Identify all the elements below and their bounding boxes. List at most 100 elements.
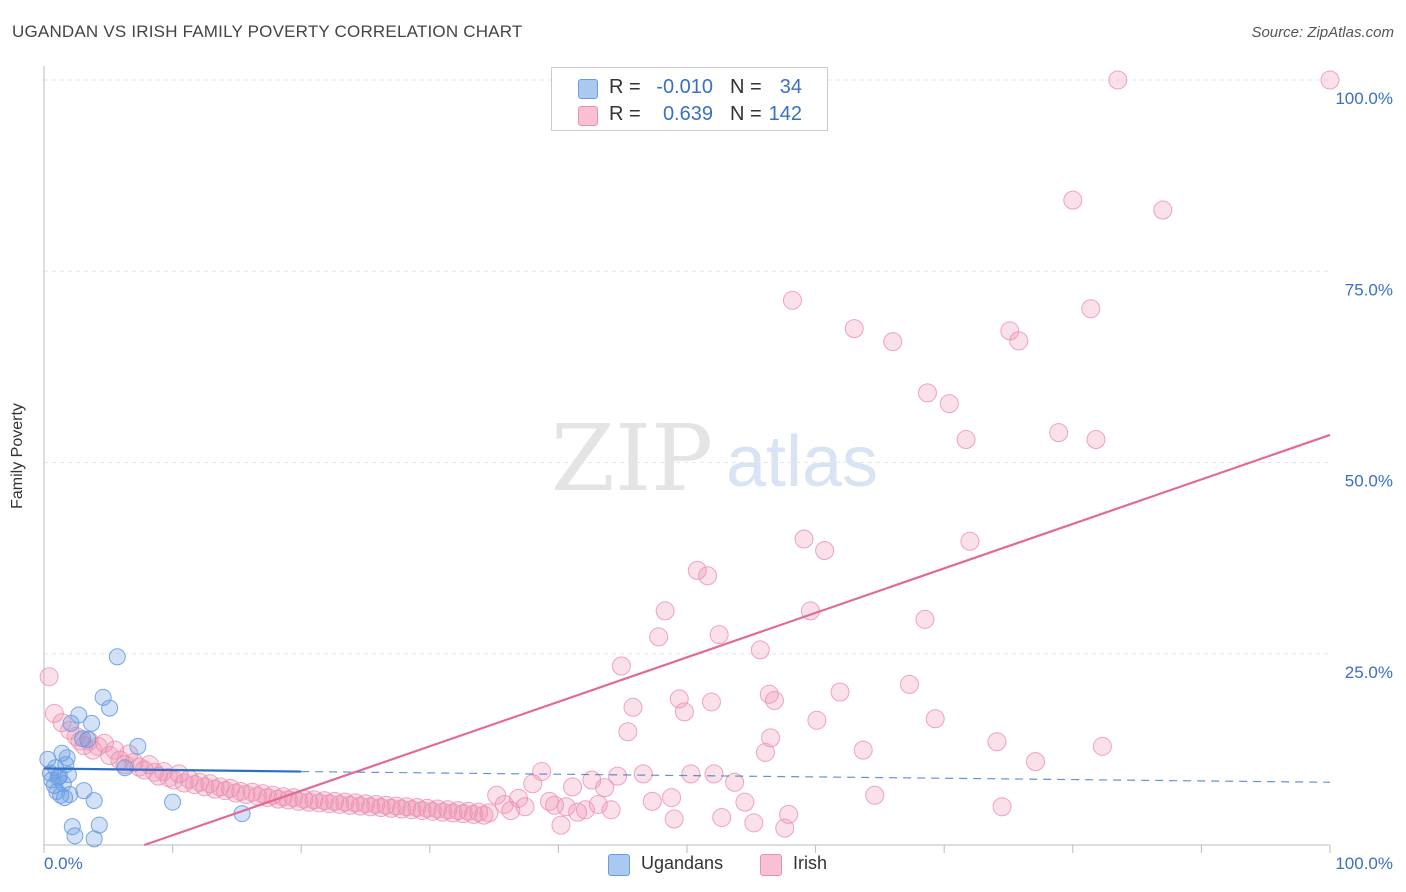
irish-point xyxy=(1153,200,1173,220)
irish-point xyxy=(376,795,396,815)
irish-point xyxy=(865,785,885,805)
irish-point xyxy=(407,798,427,818)
irish-point xyxy=(350,796,370,816)
irish-point xyxy=(899,674,919,694)
ugandans-point xyxy=(101,699,119,717)
irish-point xyxy=(750,640,770,660)
irish-point xyxy=(340,795,360,815)
legend-swatch-ugandans xyxy=(578,79,598,99)
irish-point xyxy=(397,797,417,817)
legend-row-irish: R = 0.639 N = 142 xyxy=(552,101,827,127)
ugandans-point xyxy=(116,759,134,777)
irish-point xyxy=(258,788,278,808)
ugandans-points xyxy=(39,648,251,848)
irish-point xyxy=(515,797,535,817)
legend-n-value: 142 xyxy=(768,103,802,125)
legend-n-label: N = xyxy=(730,76,762,98)
chart-title: UGANDAN VS IRISH FAMILY POVERTY CORRELAT… xyxy=(12,22,523,41)
ugandans-point xyxy=(75,782,93,800)
ugandans-point xyxy=(164,793,182,811)
irish-point xyxy=(52,713,72,733)
ugandans-point xyxy=(58,749,76,767)
irish-point xyxy=(242,782,262,802)
irish-point xyxy=(956,430,976,450)
legend-label-irish: Irish xyxy=(793,853,828,873)
irish-point xyxy=(205,779,225,799)
irish-point xyxy=(844,319,864,339)
watermark-zip: ZIP xyxy=(551,405,713,512)
irish-point xyxy=(556,797,576,817)
irish-point xyxy=(1086,430,1106,450)
irish-point xyxy=(469,802,489,822)
irish-point xyxy=(655,601,675,621)
irish-point xyxy=(575,800,595,820)
irish-point xyxy=(925,709,945,729)
irish-point xyxy=(960,531,980,551)
irish-point xyxy=(917,383,937,403)
irish-point xyxy=(744,813,764,833)
irish-point xyxy=(755,742,775,762)
irish-point xyxy=(453,804,473,824)
irish-point xyxy=(687,560,707,580)
irish-point xyxy=(278,790,298,810)
irish-point xyxy=(853,740,873,760)
irish-point xyxy=(551,815,571,835)
irish-point xyxy=(649,627,669,647)
irish-point xyxy=(807,710,827,730)
irish-point xyxy=(501,801,521,821)
irish-point xyxy=(314,791,334,811)
irish-point xyxy=(588,794,608,814)
ugandans-point xyxy=(59,766,77,784)
irish-point xyxy=(474,805,494,825)
irish-point xyxy=(356,794,375,814)
ugandans-point xyxy=(53,744,71,762)
irish-point xyxy=(815,540,835,560)
irish-point xyxy=(94,733,114,753)
ugandans-point xyxy=(90,816,108,834)
irish-point xyxy=(1081,299,1101,319)
irish-point xyxy=(987,732,1007,752)
legend-r-value: 0.639 xyxy=(662,103,713,125)
irish-point xyxy=(883,332,903,352)
legend-n-value: 34 xyxy=(779,76,802,98)
x-tick-label: 0.0% xyxy=(44,854,83,873)
legend-r-label: R = xyxy=(609,76,641,98)
irish-point xyxy=(712,807,732,827)
irish-point xyxy=(761,728,781,748)
irish-point xyxy=(330,794,350,814)
irish-point xyxy=(433,802,453,822)
irish-point xyxy=(1009,331,1029,351)
irish-point xyxy=(779,804,799,824)
ugandans-point xyxy=(79,730,97,748)
irish-point xyxy=(1108,70,1128,90)
ugandans-point xyxy=(85,792,103,810)
irish-point xyxy=(299,792,319,812)
irish-point xyxy=(159,768,179,788)
irish-point xyxy=(319,794,339,814)
irish-point xyxy=(479,803,499,823)
irish-point xyxy=(662,788,682,808)
irish-point xyxy=(253,784,273,804)
irish-point xyxy=(759,684,779,704)
ugandans-point xyxy=(94,688,112,706)
ugandans-point xyxy=(129,737,147,755)
y-tick-label: 50.0% xyxy=(1345,472,1393,491)
irish-point xyxy=(725,772,745,792)
grid xyxy=(44,79,1330,655)
irish-point xyxy=(309,793,329,813)
irish-point xyxy=(608,766,628,786)
irish-point xyxy=(412,801,432,821)
ugandans-point xyxy=(74,730,92,748)
correlation-legend: R = -0.010 N = 34 R = 0.639 N = 142 xyxy=(551,67,828,131)
irish-point xyxy=(428,799,448,819)
ugandans-point xyxy=(108,648,126,666)
irish-point xyxy=(794,529,814,549)
legend-n-label: N = xyxy=(730,103,762,125)
irish-trend-line xyxy=(143,433,1331,847)
irish-point xyxy=(39,667,59,687)
irish-point xyxy=(438,800,458,820)
irish-point xyxy=(782,290,802,310)
irish-point xyxy=(361,797,381,817)
legend-row-ugandans: R = -0.010 N = 34 xyxy=(552,74,827,100)
